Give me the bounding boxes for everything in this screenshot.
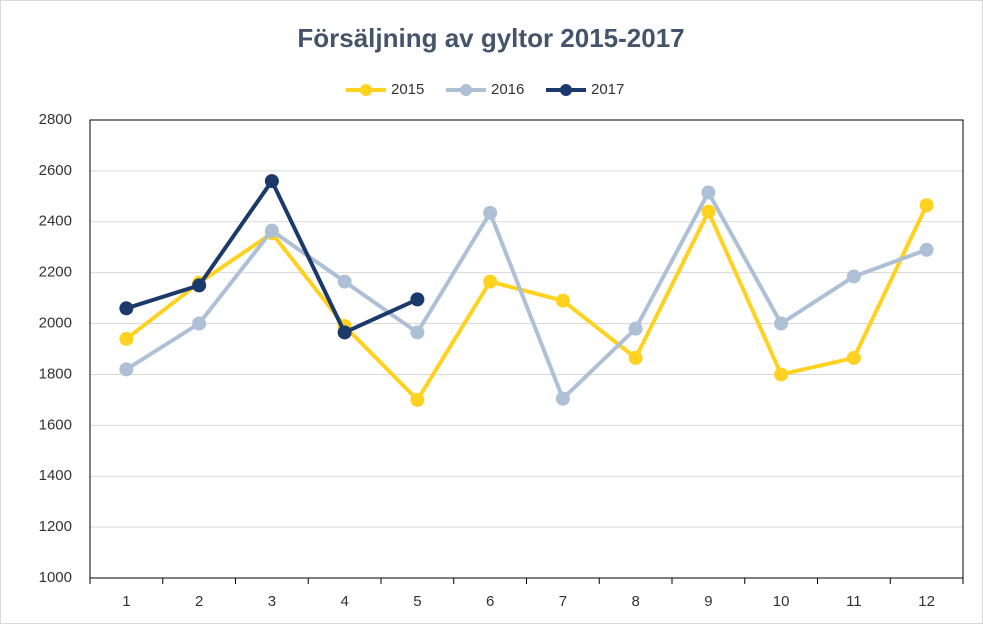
legend-marker [360, 84, 372, 96]
data-point [192, 278, 207, 293]
data-point [774, 367, 789, 382]
y-tick-label: 1800 [39, 365, 72, 382]
y-tick-label: 1200 [39, 518, 72, 535]
x-tick-label: 2 [195, 593, 203, 610]
legend-marker [560, 84, 572, 96]
data-point [846, 269, 861, 284]
data-point [119, 301, 134, 316]
legend-label: 2016 [491, 81, 524, 98]
data-point [483, 205, 498, 220]
y-tick-label: 2600 [39, 162, 72, 179]
x-tick-label: 9 [704, 593, 712, 610]
data-point [483, 274, 498, 289]
data-point [555, 293, 570, 308]
data-point [264, 174, 279, 189]
data-point [192, 316, 207, 331]
data-point [774, 316, 789, 331]
legend-label: 2015 [391, 81, 424, 98]
x-tick-label: 5 [413, 593, 421, 610]
data-point [846, 350, 861, 365]
y-tick-label: 2800 [39, 111, 72, 128]
data-point [264, 223, 279, 238]
y-tick-label: 1400 [39, 467, 72, 484]
data-point [628, 321, 643, 336]
legend-label: 2017 [591, 81, 624, 98]
data-point [119, 362, 134, 377]
y-tick-label: 1000 [39, 569, 72, 586]
data-point [119, 331, 134, 346]
data-point [628, 350, 643, 365]
series-line [125, 204, 929, 402]
x-tick-label: 6 [486, 593, 494, 610]
x-tick-label: 10 [773, 593, 790, 610]
y-tick-label: 2200 [39, 264, 72, 281]
x-tick-label: 7 [559, 593, 567, 610]
x-tick-label: 11 [846, 593, 862, 610]
data-point [701, 185, 716, 200]
x-tick-label: 1 [122, 593, 130, 610]
data-point [410, 292, 425, 307]
data-point [410, 392, 425, 407]
data-point [701, 204, 716, 219]
x-tick-label: 4 [340, 593, 348, 610]
data-point [919, 198, 934, 213]
x-tick-label: 3 [268, 593, 276, 610]
data-point [337, 274, 352, 289]
legend-marker [460, 84, 472, 96]
x-tick-label: 12 [918, 593, 935, 610]
y-tick-label: 2000 [39, 315, 72, 332]
data-point [919, 242, 934, 257]
data-point [337, 325, 352, 340]
y-tick-label: 1600 [39, 416, 72, 433]
data-point [410, 325, 425, 340]
y-tick-label: 2400 [39, 213, 72, 230]
data-point [555, 391, 570, 406]
series-line [125, 190, 928, 401]
chart-title: Försäljning av gyltor 2015-2017 [297, 23, 684, 53]
x-tick-label: 8 [631, 593, 639, 610]
